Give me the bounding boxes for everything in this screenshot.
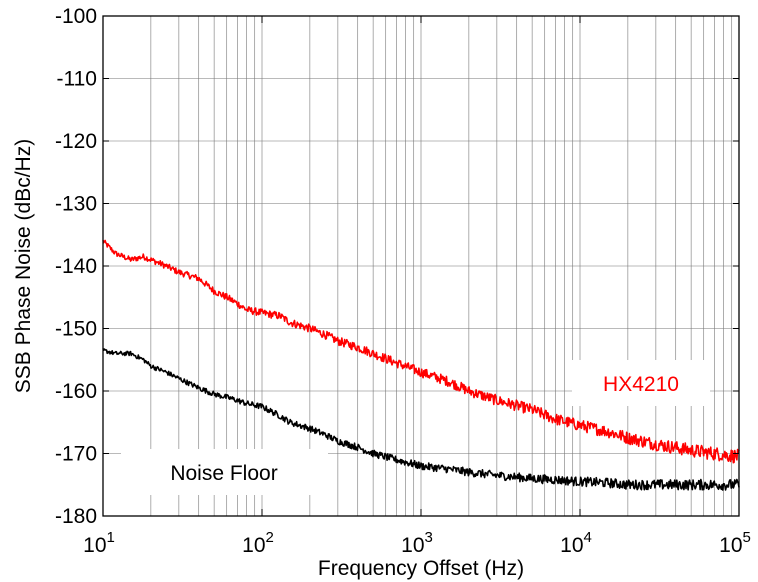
x-axis-title: Frequency Offset (Hz) — [318, 557, 524, 580]
series-line-noise-floor — [102, 348, 740, 491]
annotation-hx4210-label: HX4210 — [603, 373, 679, 396]
x-tick-label: 103 — [401, 529, 433, 557]
annotation-noise-floor: Noise Floor — [121, 449, 328, 495]
y-tick-label: -150 — [55, 318, 97, 341]
y-tick-label: -130 — [55, 193, 97, 216]
x-tick-label: 105 — [719, 529, 751, 557]
annotation-hx4210: HX4210 — [572, 360, 710, 406]
x-tick-label: 102 — [242, 529, 274, 557]
y-axis-title: SSB Phase Noise (dBc/Hz) — [12, 139, 35, 393]
series-group — [102, 239, 740, 491]
y-tick-label: -110 — [57, 68, 97, 91]
y-tick-label: -140 — [55, 255, 97, 278]
y-tick-label: -100 — [55, 5, 97, 28]
series-line-hx4210 — [102, 239, 740, 464]
grid-lines — [103, 16, 739, 516]
y-tick-label: -170 — [55, 443, 97, 466]
x-tick-label: 104 — [560, 529, 592, 557]
annotation-noise-floor-label: Noise Floor — [170, 462, 277, 485]
y-tick-label: -160 — [55, 380, 97, 403]
y-tick-label: -120 — [55, 130, 97, 153]
x-tick-label: 101 — [83, 529, 115, 557]
y-tick-label: -180 — [55, 505, 97, 528]
